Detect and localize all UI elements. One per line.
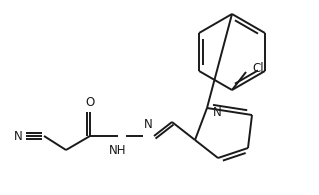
Text: Cl: Cl bbox=[252, 61, 264, 74]
Text: N: N bbox=[144, 118, 152, 130]
Text: O: O bbox=[85, 96, 95, 108]
Text: NH: NH bbox=[109, 144, 127, 157]
Text: N: N bbox=[14, 129, 22, 143]
Text: N: N bbox=[213, 106, 221, 120]
